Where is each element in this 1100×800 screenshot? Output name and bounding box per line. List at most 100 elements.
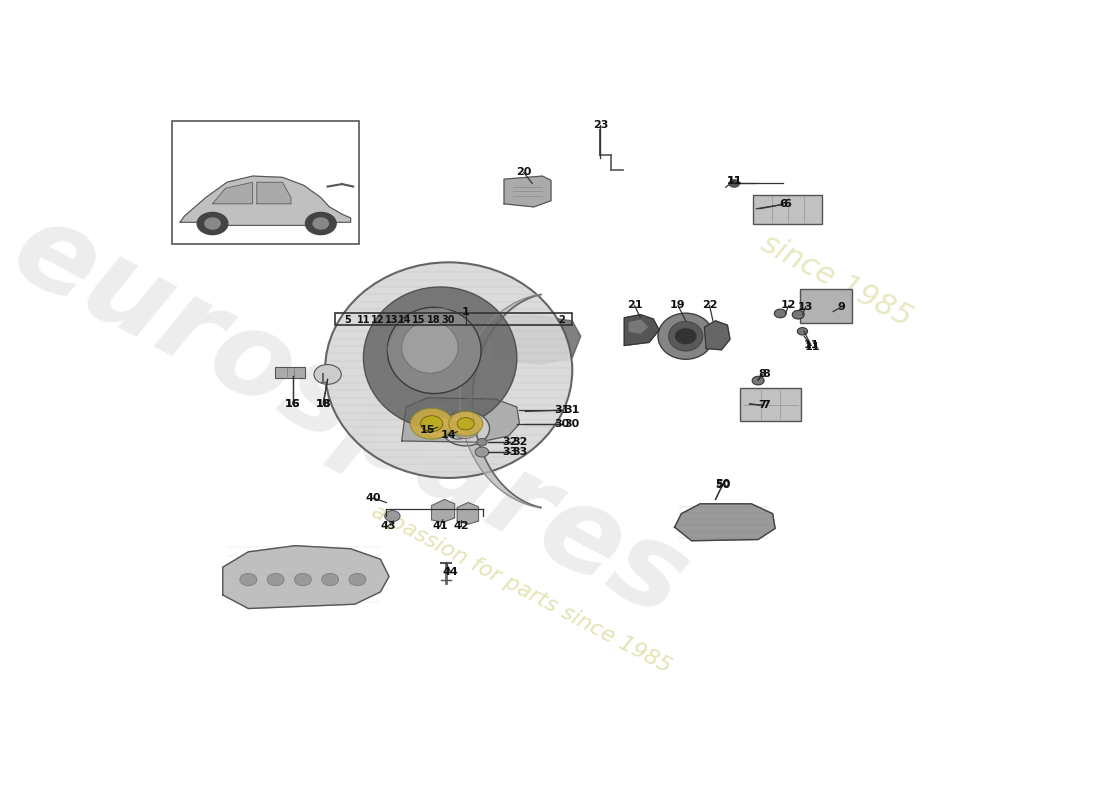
Circle shape bbox=[267, 574, 284, 586]
Circle shape bbox=[314, 365, 341, 384]
Polygon shape bbox=[674, 504, 775, 541]
FancyBboxPatch shape bbox=[740, 388, 801, 422]
Circle shape bbox=[197, 213, 228, 234]
Text: 23: 23 bbox=[593, 120, 608, 130]
Text: eurospares: eurospares bbox=[0, 190, 707, 642]
Circle shape bbox=[420, 416, 442, 432]
Text: 6: 6 bbox=[783, 199, 791, 210]
Text: 40: 40 bbox=[366, 494, 382, 503]
Circle shape bbox=[349, 574, 366, 586]
Circle shape bbox=[729, 180, 739, 187]
Circle shape bbox=[205, 218, 220, 229]
Text: 41: 41 bbox=[432, 521, 448, 531]
Text: 30: 30 bbox=[441, 314, 454, 325]
Polygon shape bbox=[625, 314, 659, 346]
Text: 18: 18 bbox=[316, 399, 331, 409]
Text: 21: 21 bbox=[627, 301, 642, 310]
FancyBboxPatch shape bbox=[754, 194, 822, 224]
Text: 16: 16 bbox=[285, 399, 300, 409]
Polygon shape bbox=[257, 182, 292, 204]
Text: 11: 11 bbox=[726, 176, 742, 186]
Circle shape bbox=[476, 438, 487, 446]
Circle shape bbox=[295, 574, 311, 586]
Circle shape bbox=[752, 376, 764, 385]
Text: 11: 11 bbox=[803, 341, 818, 350]
Circle shape bbox=[422, 416, 453, 438]
Polygon shape bbox=[492, 314, 581, 364]
Text: 22: 22 bbox=[702, 301, 717, 310]
Bar bbox=[336, 314, 572, 325]
Circle shape bbox=[792, 310, 804, 319]
Text: 11: 11 bbox=[726, 176, 742, 186]
Text: 33: 33 bbox=[503, 447, 518, 457]
Circle shape bbox=[675, 329, 696, 344]
FancyBboxPatch shape bbox=[800, 290, 851, 322]
Text: 42: 42 bbox=[453, 521, 470, 531]
Circle shape bbox=[430, 422, 446, 432]
Text: 14: 14 bbox=[398, 314, 411, 325]
Text: 30: 30 bbox=[554, 418, 570, 429]
Bar bbox=[172, 121, 359, 244]
Text: 13: 13 bbox=[385, 314, 398, 325]
Text: 18: 18 bbox=[427, 314, 440, 325]
Circle shape bbox=[447, 423, 469, 439]
Text: 18: 18 bbox=[316, 399, 331, 409]
Circle shape bbox=[442, 411, 490, 446]
Text: 2: 2 bbox=[559, 314, 565, 325]
Text: 43: 43 bbox=[381, 521, 396, 531]
Text: 16: 16 bbox=[285, 399, 300, 409]
Circle shape bbox=[321, 574, 339, 586]
Text: 31: 31 bbox=[554, 405, 570, 415]
Text: 32: 32 bbox=[503, 437, 518, 447]
Text: 1: 1 bbox=[462, 306, 470, 317]
Polygon shape bbox=[402, 398, 519, 442]
Text: 8: 8 bbox=[759, 370, 767, 379]
Text: 50: 50 bbox=[715, 480, 730, 490]
Polygon shape bbox=[504, 176, 551, 207]
Text: 8: 8 bbox=[762, 370, 770, 379]
Text: 15: 15 bbox=[420, 426, 434, 435]
Text: 12: 12 bbox=[371, 314, 385, 325]
Text: 30: 30 bbox=[564, 418, 580, 429]
Polygon shape bbox=[222, 546, 389, 609]
FancyBboxPatch shape bbox=[275, 367, 306, 378]
Ellipse shape bbox=[402, 322, 458, 373]
Ellipse shape bbox=[669, 322, 703, 351]
Circle shape bbox=[449, 411, 483, 436]
Text: 11: 11 bbox=[805, 342, 821, 352]
Text: 20: 20 bbox=[516, 167, 531, 178]
Ellipse shape bbox=[363, 287, 517, 429]
Polygon shape bbox=[180, 176, 351, 226]
Text: 9: 9 bbox=[838, 302, 846, 312]
Circle shape bbox=[314, 218, 329, 229]
Circle shape bbox=[240, 574, 256, 586]
Circle shape bbox=[458, 418, 474, 430]
Text: 6: 6 bbox=[779, 199, 786, 210]
Text: 11: 11 bbox=[356, 314, 371, 325]
Circle shape bbox=[475, 447, 488, 457]
Circle shape bbox=[798, 328, 807, 335]
Ellipse shape bbox=[658, 313, 714, 359]
Polygon shape bbox=[212, 182, 253, 204]
Ellipse shape bbox=[326, 262, 572, 478]
Text: since 1985: since 1985 bbox=[756, 229, 917, 333]
Text: 33: 33 bbox=[513, 447, 528, 457]
Text: 5: 5 bbox=[344, 314, 351, 325]
Polygon shape bbox=[431, 499, 454, 522]
Circle shape bbox=[452, 418, 480, 438]
Text: 12: 12 bbox=[781, 301, 796, 310]
Circle shape bbox=[306, 213, 337, 234]
Text: 13: 13 bbox=[799, 302, 814, 312]
Text: 7: 7 bbox=[759, 400, 767, 410]
Polygon shape bbox=[629, 320, 647, 333]
Ellipse shape bbox=[387, 307, 481, 394]
Text: 32: 32 bbox=[513, 437, 528, 447]
Circle shape bbox=[410, 408, 453, 439]
Text: 7: 7 bbox=[762, 400, 770, 410]
Text: a passion for parts since 1985: a passion for parts since 1985 bbox=[367, 501, 674, 677]
Circle shape bbox=[385, 510, 400, 522]
Text: 15: 15 bbox=[412, 314, 426, 325]
Text: 14: 14 bbox=[441, 430, 456, 440]
Text: 19: 19 bbox=[670, 301, 685, 310]
Circle shape bbox=[774, 309, 786, 318]
